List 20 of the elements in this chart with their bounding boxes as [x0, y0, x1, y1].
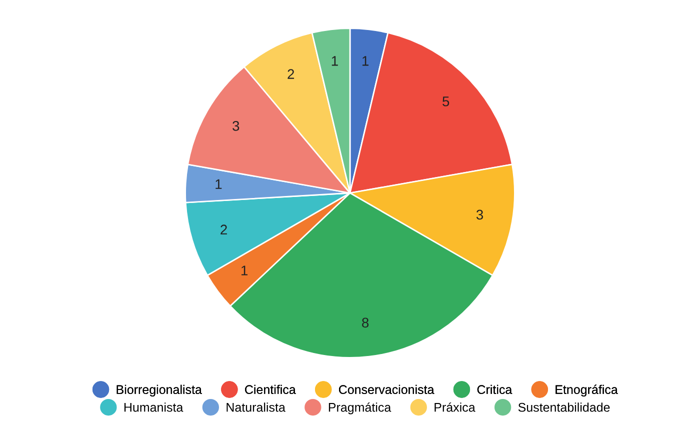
data-label: 5	[442, 96, 450, 106]
legend-label: Cientifica	[245, 384, 296, 394]
legend-label: Naturalista	[226, 402, 286, 412]
data-label: 1	[362, 56, 368, 66]
legend-label: Humanista	[124, 402, 184, 412]
data-label: 1	[332, 56, 338, 66]
data-label: 3	[232, 121, 240, 131]
data-label: 2	[288, 69, 294, 79]
legend-label: Biorregionalista	[116, 384, 202, 396]
legend-label: Pragmática	[328, 402, 392, 414]
legend-label: Conservacionista	[338, 384, 434, 394]
legend-label: Critica	[477, 384, 512, 394]
legend-label: Sustentabilidade	[518, 402, 610, 412]
data-label: 1	[242, 266, 248, 276]
data-label: 3	[476, 210, 484, 220]
legend-label: Práxica	[434, 402, 476, 412]
data-label: 2	[220, 224, 227, 234]
data-label: 1	[216, 179, 222, 189]
legend-label: Etnográfica	[556, 384, 618, 396]
data-label: 8	[362, 318, 369, 328]
